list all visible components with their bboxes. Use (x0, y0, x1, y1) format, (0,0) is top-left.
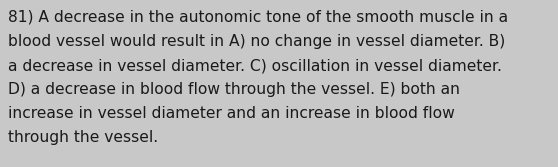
Text: through the vessel.: through the vessel. (8, 130, 158, 145)
Text: a decrease in vessel diameter. C) oscillation in vessel diameter.: a decrease in vessel diameter. C) oscill… (8, 58, 502, 73)
Text: 81) A decrease in the autonomic tone of the smooth muscle in a: 81) A decrease in the autonomic tone of … (8, 10, 508, 25)
Text: increase in vessel diameter and an increase in blood flow: increase in vessel diameter and an incre… (8, 106, 455, 121)
Text: blood vessel would result in A) no change in vessel diameter. B): blood vessel would result in A) no chang… (8, 34, 505, 49)
Text: D) a decrease in blood flow through the vessel. E) both an: D) a decrease in blood flow through the … (8, 82, 460, 97)
